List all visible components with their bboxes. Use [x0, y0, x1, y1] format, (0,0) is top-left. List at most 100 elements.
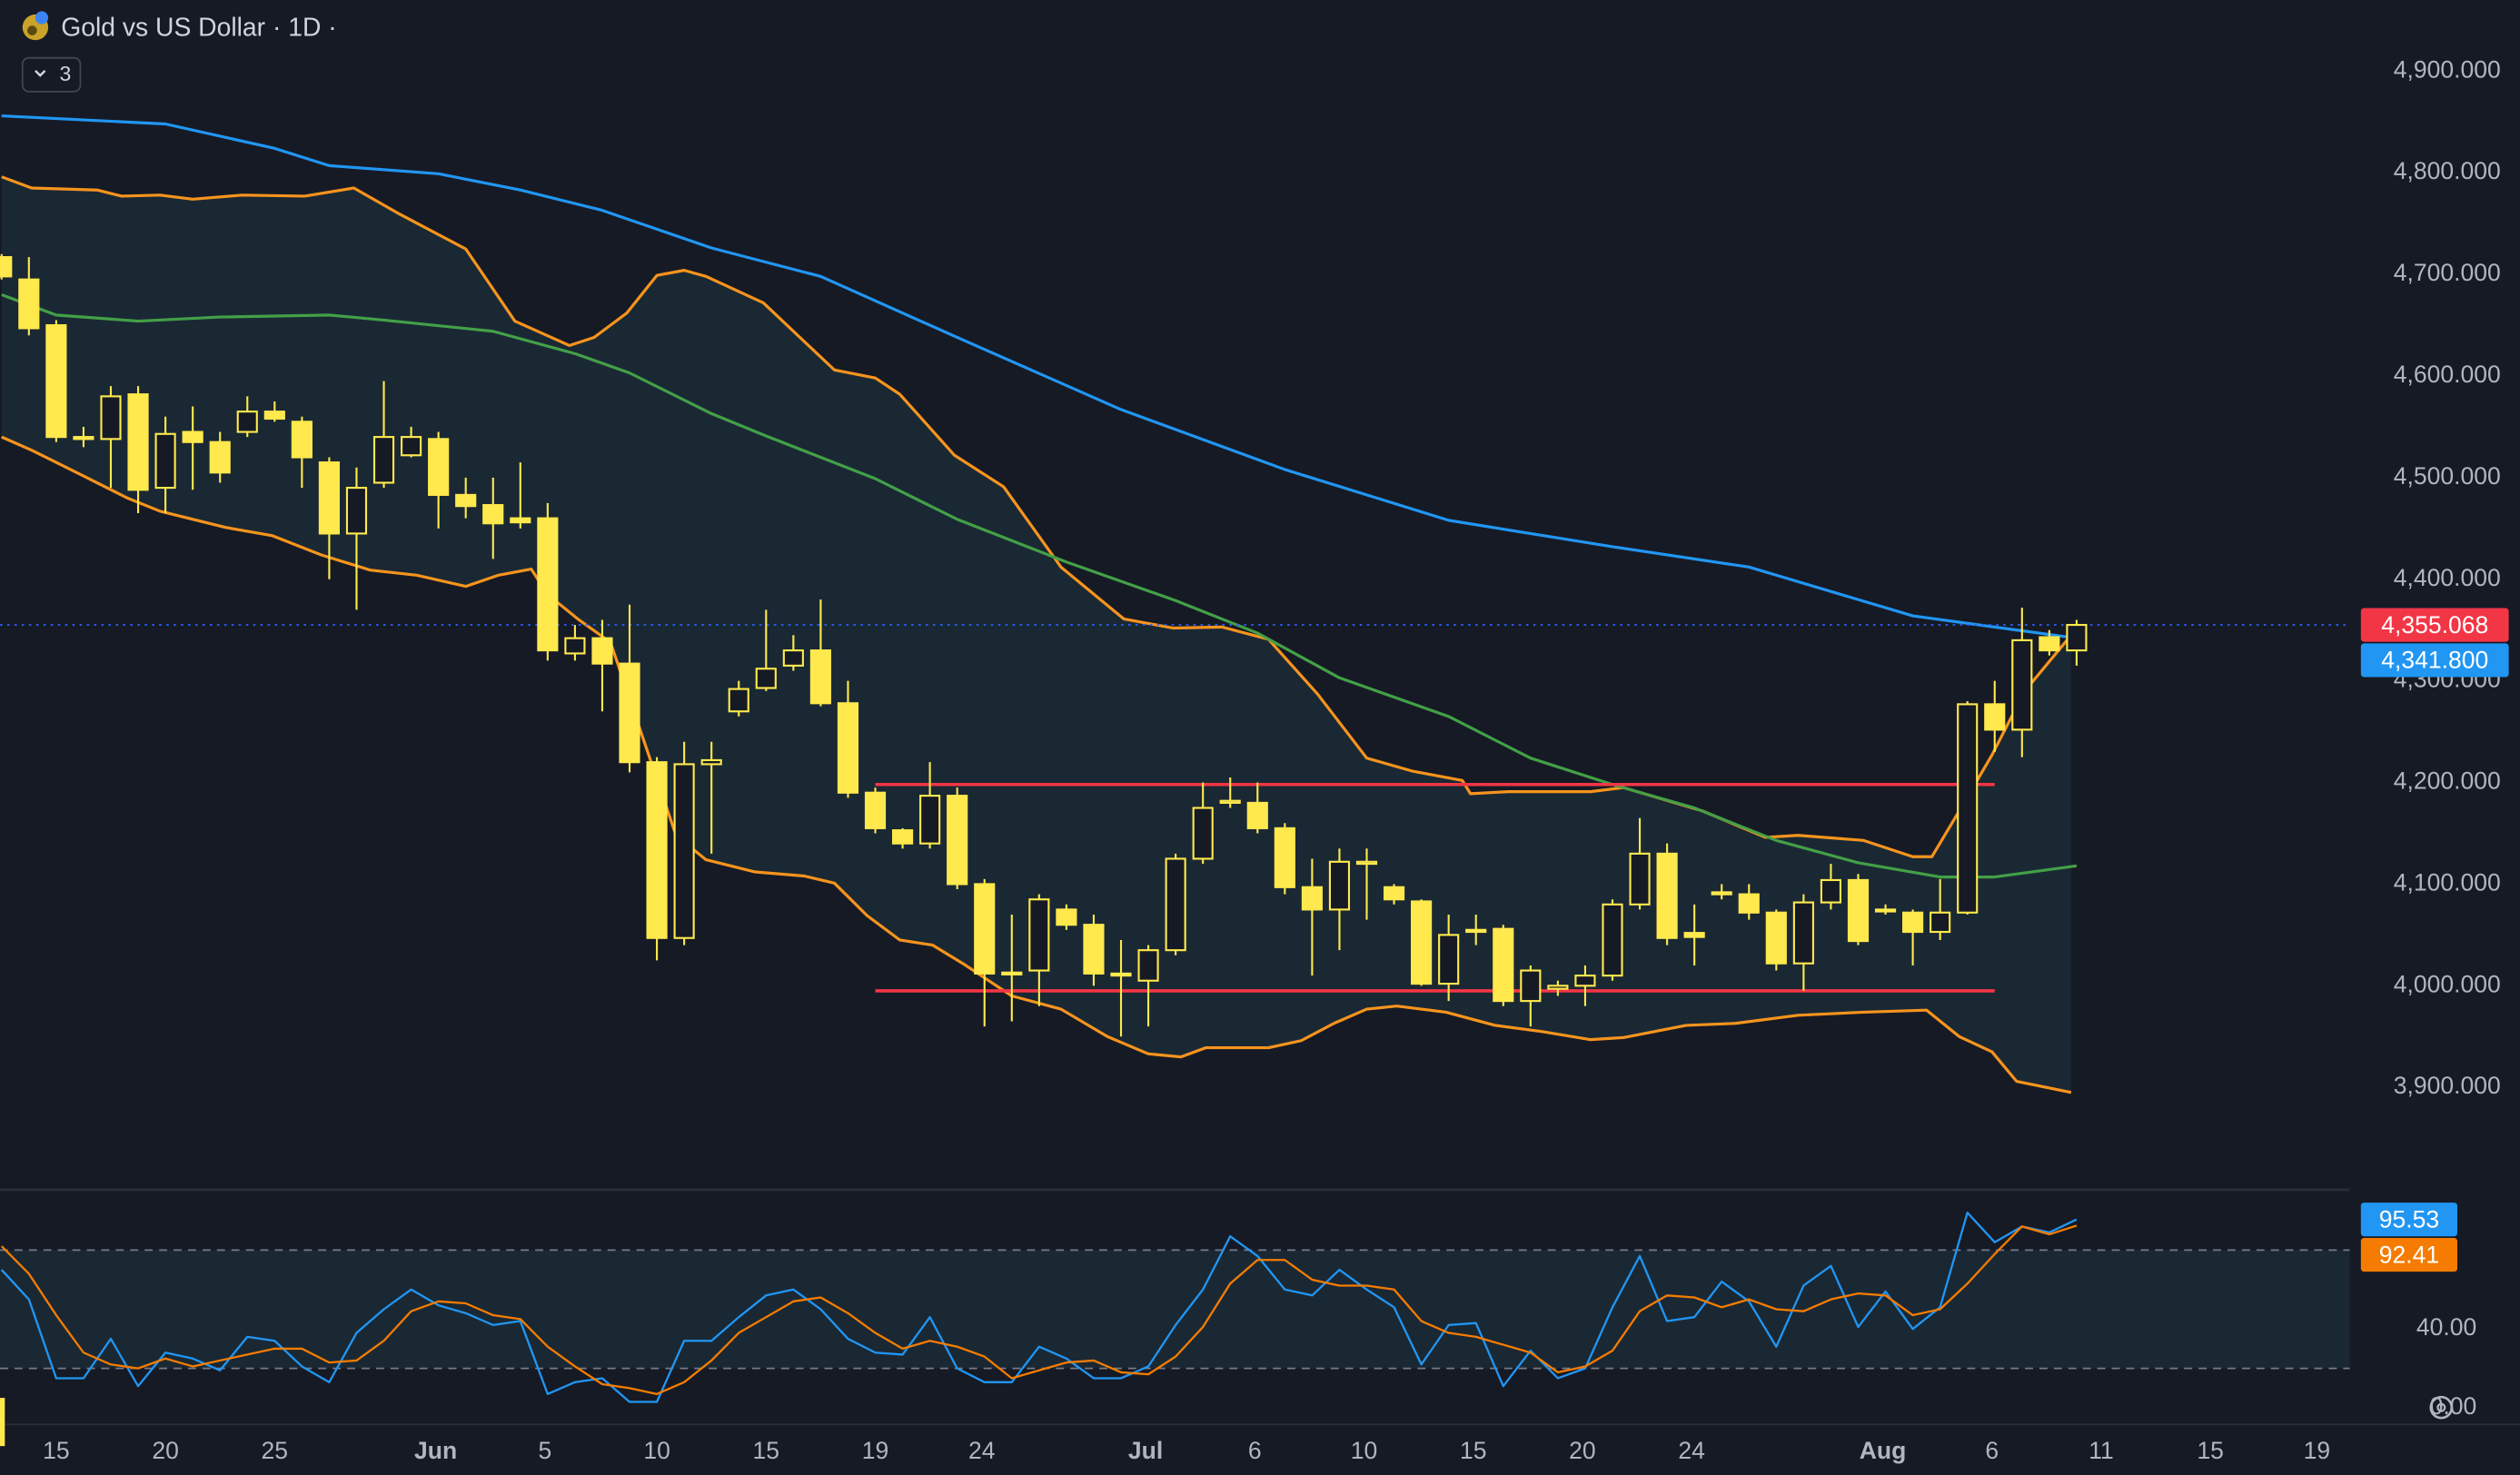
candle-body	[1001, 971, 1023, 975]
x-tick-label: 15	[43, 1437, 70, 1464]
candle-body	[1574, 975, 1596, 987]
candle-body	[1328, 860, 1351, 911]
candle-body	[100, 395, 122, 441]
line-layer	[0, 114, 2350, 1403]
x-tick-label: 10	[1351, 1437, 1378, 1464]
candle-body	[1083, 924, 1105, 975]
toggle-box[interactable]	[21, 56, 82, 93]
x-tick-label: 20	[152, 1437, 179, 1464]
candle-body	[1874, 908, 1897, 913]
oscillator-line	[0, 1211, 2078, 1403]
candle-body	[1957, 703, 1979, 914]
candle-body	[345, 487, 368, 535]
candle-body	[127, 393, 149, 491]
candle-body	[1547, 985, 1569, 990]
label-layer: 15 20 25 Jun 5 10 15 19 24 Jul 6 10 15 20 24 Aug 6 11 15 19…	[43, 55, 2509, 1464]
candle-body	[864, 791, 887, 829]
x-tick-label: 6	[1985, 1437, 1999, 1464]
candle-body	[755, 668, 777, 689]
x-tick-label: Jul	[1128, 1437, 1163, 1464]
candle-body	[428, 438, 450, 496]
candle-body	[1820, 878, 1842, 904]
y-tick-label: 4,200.000	[2394, 767, 2501, 795]
candle-body	[1383, 886, 1405, 901]
candle-body	[318, 461, 341, 535]
candle-body	[1411, 900, 1433, 985]
candle-body	[482, 504, 504, 525]
x-tick-label: 10	[643, 1437, 670, 1464]
candle-body	[809, 649, 831, 705]
candle-body	[2039, 636, 2060, 652]
candle-body	[646, 761, 668, 939]
candle-body	[1520, 969, 1542, 1003]
moving-average-line	[1, 292, 2078, 879]
candle-body	[947, 795, 968, 886]
level-band-fill	[0, 1250, 2350, 1369]
x-tick-label: Aug	[1860, 1437, 1907, 1464]
x-tick-label: 19	[2304, 1437, 2331, 1464]
candle-body	[455, 493, 477, 508]
candle-body	[1246, 801, 1268, 829]
candle-body	[1683, 932, 1705, 938]
price-label-box	[2360, 608, 2509, 642]
candle-body	[728, 688, 749, 713]
band-fill	[1, 176, 2071, 1093]
x-tick-label: 15	[1460, 1437, 1487, 1464]
x-tick-label: 5	[538, 1437, 551, 1464]
candle-body	[1738, 893, 1760, 914]
candle-body	[1301, 886, 1323, 911]
value-label-box	[2360, 1203, 2458, 1237]
edge-marker	[0, 1398, 5, 1447]
candle-body	[1765, 911, 1787, 965]
candle-body	[1274, 827, 1295, 888]
candle-body	[1902, 911, 1924, 934]
y-tick-label: 4,100.000	[2394, 868, 2501, 896]
candle-body	[1192, 807, 1214, 860]
value-label: 95.53	[2379, 1205, 2439, 1232]
candle-body	[837, 702, 859, 794]
candle-body	[182, 431, 203, 443]
candle-body	[372, 436, 395, 484]
candle-body	[510, 517, 531, 524]
x-tick-label: 24	[968, 1437, 996, 1464]
y-tick-label: 40.00	[2416, 1313, 2476, 1341]
y-tick-label: 0.00	[2430, 1392, 2477, 1420]
candle-body	[564, 637, 586, 655]
indicator-toggle[interactable]: 3	[21, 56, 82, 93]
y-tick-label: 4,900.000	[2394, 55, 2501, 83]
candle-body	[291, 421, 313, 459]
candle-body	[209, 441, 231, 474]
moving-average-line	[1, 114, 2078, 640]
chevron-icon	[35, 69, 46, 77]
candle-body	[1792, 901, 1814, 965]
candle-body	[1438, 934, 1460, 985]
candle-body	[1219, 799, 1241, 804]
candle-body	[1847, 878, 1870, 943]
candle-body	[2011, 639, 2033, 731]
candle-body	[73, 436, 94, 441]
x-tick-label: 19	[862, 1437, 889, 1464]
candle-body	[154, 432, 176, 490]
candle-body	[18, 278, 40, 330]
candle-body	[1465, 928, 1487, 934]
candle-body	[1930, 911, 1951, 934]
x-tick-label: 20	[1569, 1437, 1596, 1464]
band-lower-line	[1, 435, 2072, 1094]
value-label: 92.41	[2379, 1241, 2439, 1268]
x-tick-label: 6	[1248, 1437, 1262, 1464]
candle-body	[1656, 852, 1678, 939]
candle-body	[1028, 898, 1050, 972]
fill-layer	[0, 176, 2350, 1369]
candle-body	[619, 662, 640, 764]
price-label: 4,355.068	[2381, 611, 2488, 639]
value-label-box	[2360, 1238, 2458, 1272]
settings-icon[interactable]	[2429, 1395, 2454, 1420]
candle-body	[1629, 852, 1651, 906]
candle-body	[1602, 903, 1623, 977]
candle-body	[1137, 949, 1159, 982]
candle-body	[1355, 860, 1378, 866]
candle-body	[236, 411, 258, 433]
candle-body	[1110, 972, 1132, 977]
